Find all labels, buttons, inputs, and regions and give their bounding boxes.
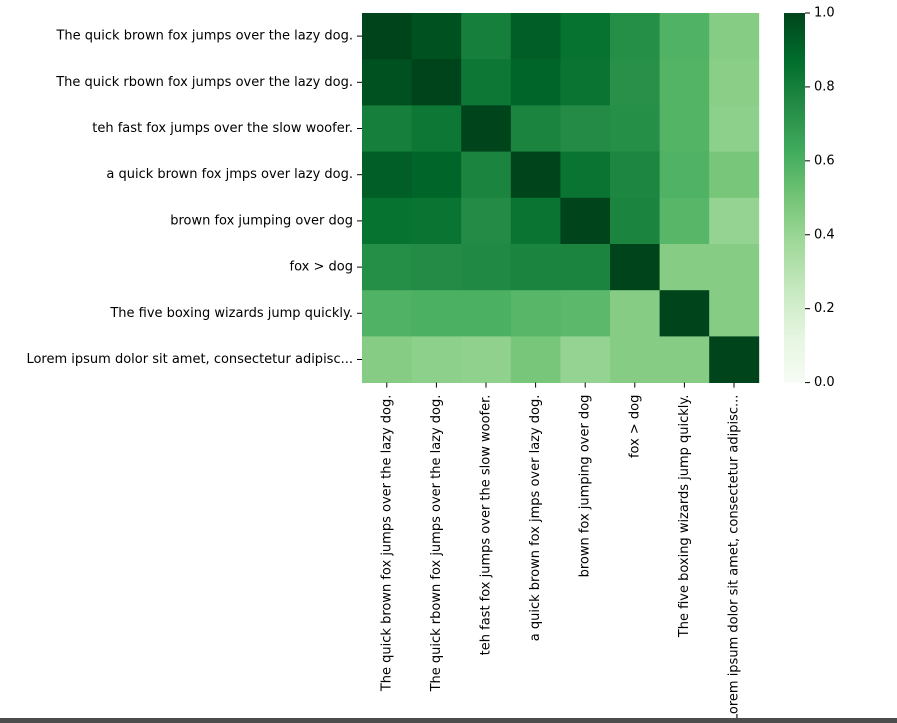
heatmap-cell <box>610 59 660 106</box>
heatmap-cell <box>560 290 611 337</box>
heatmap-cell <box>610 105 660 152</box>
heatmap-cell <box>411 105 462 152</box>
heatmap-cell <box>362 336 412 383</box>
heatmap-cell <box>461 197 512 245</box>
heatmap-cell <box>461 244 512 291</box>
heatmap-cell <box>461 105 512 152</box>
heatmap-cell <box>362 197 412 245</box>
heatmap-cell <box>461 290 512 337</box>
colorbar-gradient <box>784 13 805 383</box>
heatmap-cell <box>560 13 611 60</box>
heatmap-cell <box>461 151 512 199</box>
row-label: teh fast fox jumps over the slow woofer. <box>92 121 353 136</box>
heatmap-cell <box>610 151 660 199</box>
heatmap-cell <box>411 336 462 383</box>
column-label: The five boxing wizards jump quickly. <box>677 395 692 639</box>
heatmap-cell <box>362 105 412 152</box>
heatmap-cell <box>659 59 710 106</box>
heatmap-cell <box>560 336 611 383</box>
heatmap-cell <box>510 105 561 152</box>
heatmap-cell <box>510 336 561 383</box>
heatmap-cell <box>709 290 760 337</box>
colorbar-tick-label: 0.8 <box>814 79 835 94</box>
heatmap-cell <box>560 105 611 152</box>
column-label: brown fox jumping over dog <box>578 395 593 578</box>
colorbar: 0.0 0.2 0.4 0.6 0.8 1.0 <box>784 6 835 390</box>
row-label: a quick brown fox jmps over lazy dog. <box>106 167 353 182</box>
colorbar-tick-label: 0.2 <box>814 301 835 316</box>
heatmap-cell <box>709 13 760 60</box>
heatmap-cell <box>461 336 512 383</box>
heatmap-cell <box>362 59 412 106</box>
heatmap-cell <box>659 13 710 60</box>
row-label: The quick brown fox jumps over the lazy … <box>55 29 353 44</box>
heatmap-cell <box>510 59 561 106</box>
heatmap-cell <box>659 244 710 291</box>
heatmap-cell <box>709 244 760 291</box>
heatmap-cell <box>411 244 462 291</box>
column-label: The quick brown fox jumps over the lazy … <box>379 395 394 693</box>
heatmap-cell <box>709 336 760 383</box>
heatmap-cell <box>560 244 611 291</box>
heatmap-cell <box>709 59 760 106</box>
heatmap-cell <box>411 290 462 337</box>
heatmap-cell <box>510 13 561 60</box>
heatmap-cell <box>709 197 760 245</box>
heatmap-cell <box>610 197 660 245</box>
heatmap-cell <box>709 151 760 199</box>
column-label: a quick brown fox jmps over lazy dog. <box>528 395 543 642</box>
heatmap-cell <box>659 290 710 337</box>
heatmap-cell <box>461 13 512 60</box>
heatmap-cell <box>510 197 561 245</box>
heatmap-cells <box>362 13 760 383</box>
heatmap-cell <box>510 151 561 199</box>
heatmap-cell <box>411 151 462 199</box>
heatmap-cell <box>560 197 611 245</box>
heatmap-cell <box>659 151 710 199</box>
row-label: The five boxing wizards jump quickly. <box>109 306 353 321</box>
colorbar-tick-label: 0.4 <box>814 227 835 242</box>
heatmap-cell <box>411 197 462 245</box>
heatmap-cell <box>362 244 412 291</box>
heatmap-cell <box>709 105 760 152</box>
heatmap-cell <box>362 13 412 60</box>
row-labels: The quick brown fox jumps over the lazy … <box>26 29 362 367</box>
heatmap-cell <box>610 290 660 337</box>
heatmap-cell <box>610 336 660 383</box>
heatmap-cell <box>411 59 462 106</box>
row-label: Lorem ipsum dolor sit amet, consectetur … <box>26 352 353 367</box>
heatmap-cell <box>610 244 660 291</box>
row-label: The quick rbown fox jumps over the lazy … <box>55 75 353 90</box>
column-label: fox > dog <box>627 395 642 458</box>
heatmap-cell <box>510 244 561 291</box>
heatmap-cell <box>362 151 412 199</box>
colorbar-tick-label: 1.0 <box>814 6 835 21</box>
heatmap-cell <box>362 290 412 337</box>
colorbar-tick-label: 0.6 <box>814 153 835 168</box>
heatmap-cell <box>461 59 512 106</box>
heatmap-cell <box>659 105 710 152</box>
heatmap-cell <box>560 151 611 199</box>
heatmap-cell <box>510 290 561 337</box>
row-label: fox > dog <box>290 260 353 275</box>
column-label: The quick rbown fox jumps over the lazy … <box>429 395 444 693</box>
heatmap-cell <box>659 336 710 383</box>
heatmap-cell <box>560 59 611 106</box>
colorbar-tick-label: 0.0 <box>814 375 835 390</box>
column-label: Lorem ipsum dolor sit amet, consectetur … <box>727 395 742 722</box>
heatmap-cell <box>659 197 710 245</box>
row-label: brown fox jumping over dog <box>170 213 353 228</box>
heatmap-cell <box>610 13 660 60</box>
column-labels: The quick brown fox jumps over the lazy … <box>379 382 742 722</box>
column-label: teh fast fox jumps over the slow woofer. <box>479 395 494 656</box>
heatmap-cell <box>411 13 462 60</box>
bottom-scrollbar <box>0 718 897 723</box>
